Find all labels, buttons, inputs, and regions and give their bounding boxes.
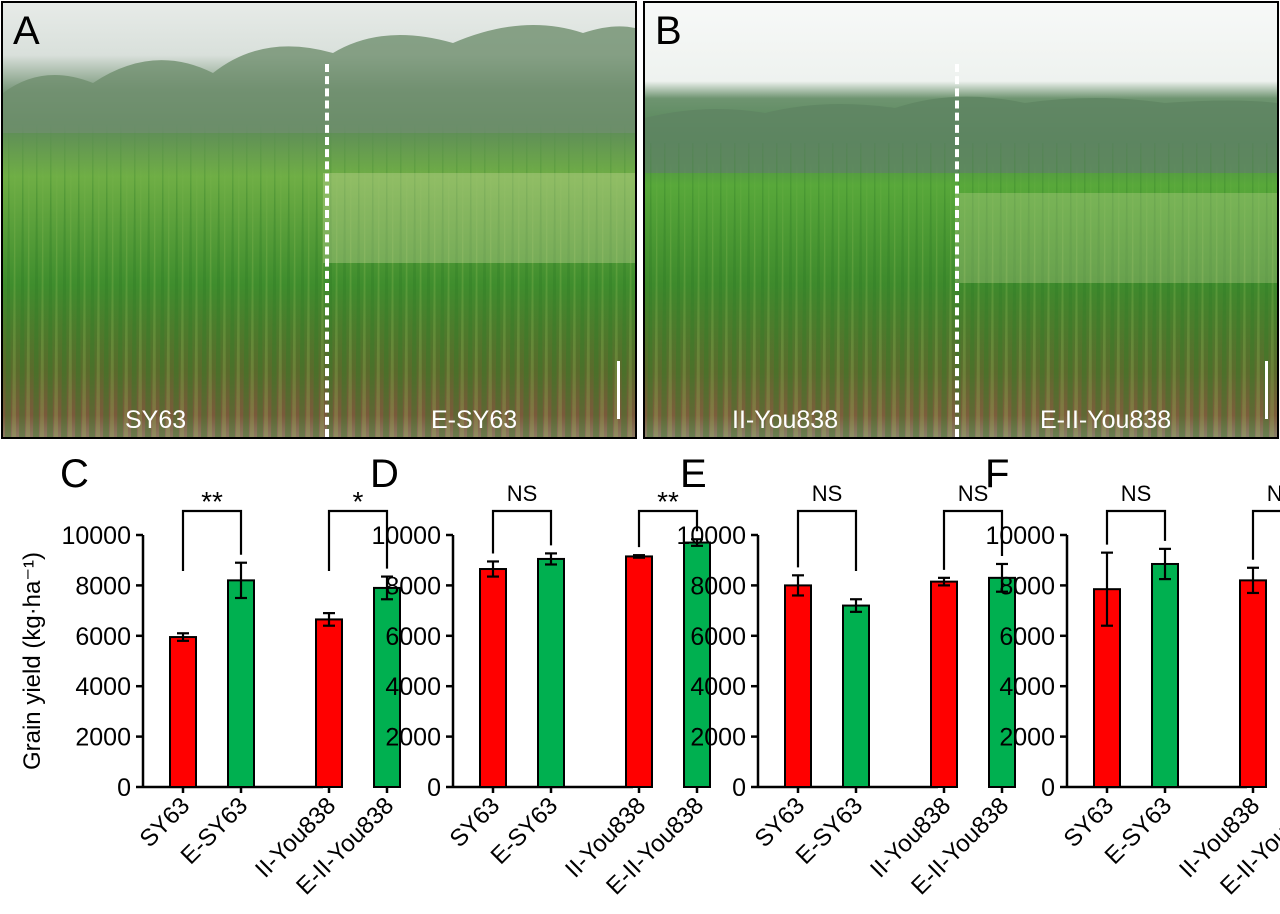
bar-charts: C 0 2000 4000 6000 8000 10000 Grain yield (kg·h… [19,452,1280,900]
divider-line [955,63,959,437]
bar-ii-you838 [625,555,653,788]
significance-bracket [942,509,1004,570]
panel-label-b: B [655,9,682,53]
significance-label: NS [507,481,538,506]
y-tick-label: 6000 [75,623,131,651]
bar-sy63 [784,584,812,788]
y-tick-label: 6000 [385,623,441,651]
significance-label: NS [958,481,989,506]
rice-field-photo-b [645,3,1277,437]
significance-bracket [327,509,389,571]
significance-bracket [796,509,858,571]
y-tick-label: 4000 [999,673,1055,701]
y-tick-label: 8000 [385,572,441,600]
significance-label: NS [812,481,843,506]
y-tick-label: 2000 [75,724,131,752]
y-tick-label: 4000 [690,673,746,701]
significance-bracket [491,509,553,554]
bar-ii-you838 [930,580,958,788]
bar-e-sy63 [842,604,870,788]
y-tick-label: 10000 [371,522,441,550]
significance-label: ** [657,486,679,517]
y-tick-label: 10000 [985,522,1055,550]
significance-label: ** [201,486,223,517]
bar-e-sy63 [1151,562,1179,789]
significance-bracket [1251,509,1280,560]
y-axis-label: Grain yield (kg·ha⁻¹) [19,552,46,770]
y-tick-label: 10000 [61,522,131,550]
significance-bracket [181,509,243,571]
y-tick-label: 8000 [75,572,131,600]
panel-label-d: D [370,452,399,496]
y-tick-label: 2000 [999,724,1055,752]
photo-label-ii-you838: II-You838 [732,406,839,434]
y-tick-label: 4000 [385,673,441,701]
y-tick-label: 2000 [385,724,441,752]
y-tick-label: 8000 [690,572,746,600]
photo-label-sy63: SY63 [125,406,187,434]
panel-label-c: C [60,452,89,496]
panel-label-a: A [13,9,40,53]
y-tick-label: 0 [1041,774,1055,802]
panel-label-f: F [985,452,1009,496]
bar-e-sy63 [537,557,565,788]
y-tick-label: 0 [732,774,746,802]
y-tick-label: 4000 [75,673,131,701]
photo-panel-b: B II-You838 E-II-You838 [643,1,1279,439]
chart-panel-e: E0200040006000800010000SY63E-SY63II-You8… [676,452,1016,900]
y-tick-label: 6000 [690,623,746,651]
rice-field-photo-a [3,3,635,437]
y-tick-label: 10000 [676,522,746,550]
bar-e-sy63 [227,579,255,788]
panel-label-e: E [680,452,707,496]
bar-sy63 [479,568,507,788]
bar-ii-you838 [1239,579,1267,788]
photo-label-e-ii-you838: E-II-You838 [1040,406,1172,434]
photo-panel-a: A SY63 E-SY63 [1,1,637,439]
significance-label: * [353,486,364,517]
y-tick-label: 0 [117,774,131,802]
bar-ii-you838 [315,618,343,788]
scale-bar [617,361,620,419]
significance-label: NS [1267,481,1280,506]
chart-panel-f: F0200040006000800010000SY63E-SY63II-You8… [985,452,1280,900]
significance-bracket [637,509,699,548]
divider-line [325,63,329,437]
scale-bar [1265,361,1268,419]
y-tick-label: 8000 [999,572,1055,600]
significance-bracket [1105,509,1167,545]
y-tick-label: 2000 [690,724,746,752]
bar-sy63 [169,636,197,788]
y-tick-label: 0 [427,774,441,802]
bar-e-ii-you838 [988,576,1016,788]
bar-e-ii-you838 [683,541,711,788]
chart-panel-c: C 0 2000 4000 6000 8000 10000 Grain yield (kg·h… [19,452,401,900]
chart-panel-d: D0200040006000800010000SY63E-SY63II-You8… [370,452,711,900]
y-tick-label: 6000 [999,623,1055,651]
photo-label-e-sy63: E-SY63 [431,406,518,434]
significance-label: NS [1121,481,1152,506]
